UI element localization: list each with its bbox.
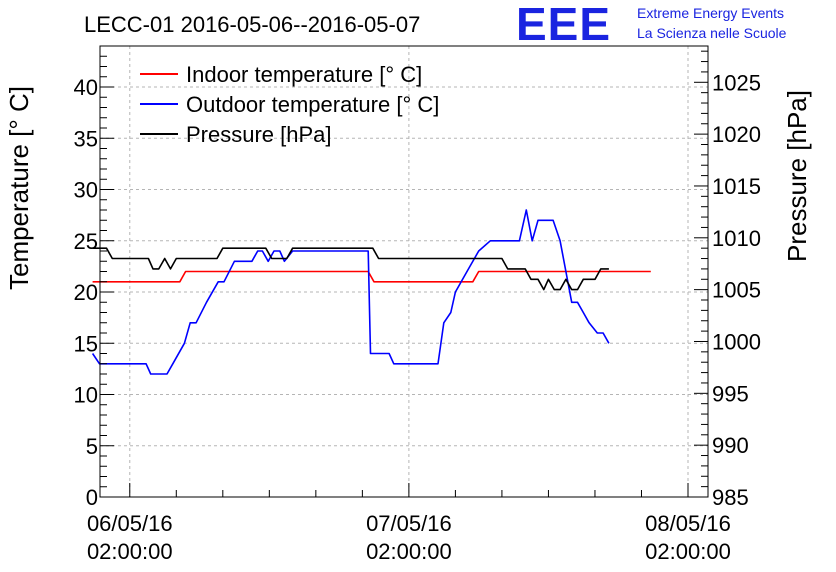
legend-label: Pressure [hPa] xyxy=(186,122,332,147)
legend-label: Indoor temperature [° C] xyxy=(186,62,422,87)
y-right-tick-label: 1000 xyxy=(712,329,761,354)
legend: Indoor temperature [° C] Outdoor temperat… xyxy=(140,62,439,147)
y-axis-left-title: Temperature [° C] xyxy=(4,86,34,290)
y-left-tick-label: 25 xyxy=(74,229,98,254)
y-left-tick-label: 15 xyxy=(74,331,98,356)
series-line xyxy=(92,270,651,283)
y-left-tick-label: 20 xyxy=(74,280,98,305)
grid xyxy=(100,46,708,497)
x-tick-label-date: 07/05/16 xyxy=(366,511,452,536)
axes: 0510152025303540985990995100010051010101… xyxy=(74,45,761,564)
x-tick-label-time: 02:00:00 xyxy=(366,539,452,564)
y-right-tick-label: 1015 xyxy=(712,174,761,199)
y-right-tick-label: 985 xyxy=(712,485,749,510)
chart-title: LECC-01 2016-05-06--2016-05-07 xyxy=(84,12,420,37)
y-left-tick-label: 35 xyxy=(74,126,98,151)
x-tick-label-date: 06/05/16 xyxy=(87,511,173,536)
logo-line-2: La Scienza nelle Scuole xyxy=(637,25,787,41)
x-tick-label-time: 02:00:00 xyxy=(645,539,731,564)
series-line xyxy=(92,247,609,291)
x-tick-label-time: 02:00:00 xyxy=(87,539,173,564)
y-right-tick-label: 1010 xyxy=(712,226,761,251)
y-right-tick-label: 1020 xyxy=(712,122,761,147)
y-axis-right-title: Pressure [hPa] xyxy=(782,90,812,262)
legend-label: Outdoor temperature [° C] xyxy=(186,92,439,117)
eee-logo: EEE Extreme Energy Events La Scienza nel… xyxy=(516,0,787,50)
y-left-tick-label: 40 xyxy=(74,75,98,100)
y-left-tick-label: 10 xyxy=(74,383,98,408)
x-tick-label-date: 08/05/16 xyxy=(645,511,731,536)
y-right-tick-label: 1005 xyxy=(712,278,761,303)
logo-line-1: Extreme Energy Events xyxy=(637,5,784,21)
y-left-tick-label: 30 xyxy=(74,178,98,203)
series-layer xyxy=(91,209,651,375)
y-right-tick-label: 1025 xyxy=(712,70,761,95)
y-left-tick-label: 0 xyxy=(86,485,98,510)
series-line xyxy=(91,209,610,375)
y-right-tick-label: 990 xyxy=(712,433,749,458)
logo-mark: EEE xyxy=(516,0,611,50)
y-left-tick-label: 5 xyxy=(86,434,98,459)
y-right-tick-label: 995 xyxy=(712,381,749,406)
